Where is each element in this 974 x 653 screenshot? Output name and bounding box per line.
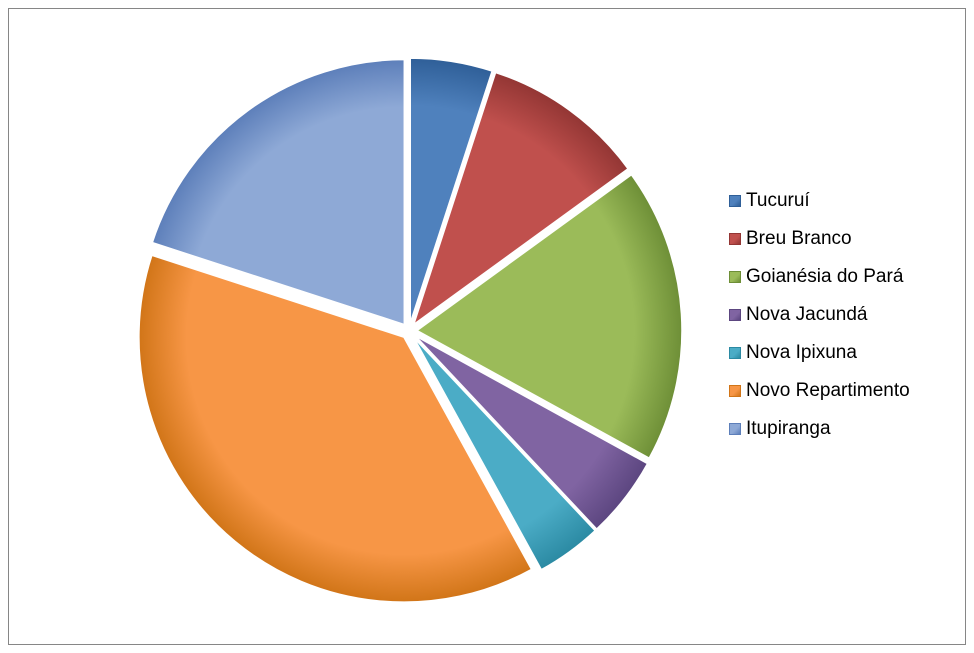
legend-item-nova-jacunda: Nova Jacundá	[729, 296, 910, 334]
pie-chart	[138, 57, 683, 603]
legend-item-nova-ipixuna: Nova Ipixuna	[729, 334, 910, 372]
legend-swatch	[729, 385, 741, 397]
legend-label: Breu Branco	[746, 228, 852, 249]
legend-swatch	[729, 309, 741, 321]
pie-slice-tucurui	[409, 57, 494, 324]
pie-slice-goianesia-do-para	[415, 173, 683, 460]
legend-swatch	[729, 233, 741, 245]
pie-slice-nova-ipixuna	[413, 336, 597, 571]
legend-swatch	[729, 195, 741, 207]
legend-item-novo-repartimento: Novo Repartimento	[729, 372, 910, 410]
legend-item-itupiranga: Itupiranga	[729, 410, 910, 448]
legend-swatch	[729, 271, 741, 283]
pie-slice-breu-branco	[412, 71, 630, 327]
pie-slice-nova-jacunda	[414, 335, 649, 531]
legend-swatch	[729, 423, 741, 435]
legend-item-goianesia-do-para: Goianésia do Pará	[729, 258, 910, 296]
pie-slice-novo-repartimento	[138, 254, 533, 603]
legend-label: Novo Repartimento	[746, 380, 910, 401]
legend-label: Goianésia do Pará	[746, 266, 904, 287]
legend-label: Nova Jacundá	[746, 304, 868, 325]
legend-label: Itupiranga	[746, 418, 831, 439]
legend-item-breu-branco: Breu Branco	[729, 220, 910, 258]
legend-label: Tucuruí	[746, 190, 810, 211]
legend: Tucuruí Breu Branco Goianésia do Pará No…	[729, 182, 910, 448]
legend-item-tucurui: Tucuruí	[729, 182, 910, 220]
legend-swatch	[729, 347, 741, 359]
chart-area: Tucuruí Breu Branco Goianésia do Pará No…	[8, 8, 966, 645]
legend-label: Nova Ipixuna	[746, 342, 857, 363]
pie-slice-itupiranga	[151, 58, 406, 326]
